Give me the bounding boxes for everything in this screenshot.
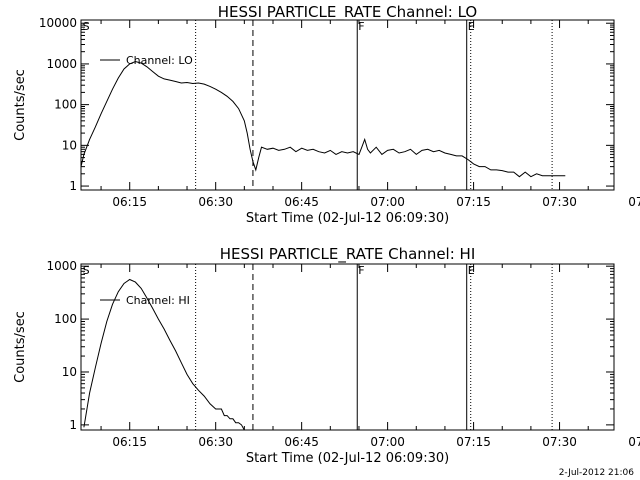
panel-1-x-tick-label: 06:30	[198, 195, 233, 209]
panel-1-legend-label: Channel: LO	[126, 54, 193, 67]
panel-2-x-tick-label: 07:15	[456, 435, 491, 449]
panel-2-x-tick-label: 06:30	[198, 435, 233, 449]
panel-2-legend-label: Channel: HI	[126, 294, 190, 307]
panel-1-x-tick-label: 07:30	[542, 195, 577, 209]
panel-1-y-tick-label: 10	[62, 138, 77, 152]
panel-2-event-marker-label: S	[83, 264, 90, 277]
panel-2-y-tick-label: 1000	[46, 259, 77, 273]
panel-2-y-axis-label: Counts/sec	[13, 311, 28, 383]
panel-2-y-tick-label: 1	[69, 418, 77, 432]
panel-1-plot-frame	[80, 19, 615, 191]
panel-2-x-tick-label: 07:30	[542, 435, 577, 449]
panel-2-chart-title: HESSI PARTICLE_RATE Channel: HI	[220, 245, 476, 264]
panel-2-x-tick-label: 06:15	[112, 435, 147, 449]
panel-2-plot-frame	[80, 263, 615, 431]
panel-1-x-tick-label: 07:45	[628, 195, 640, 209]
panel-1-x-tick-label: 06:45	[284, 195, 319, 209]
panel-2-x-tick-label: 07:00	[370, 435, 405, 449]
panel-2-y-tick-label: 10	[62, 365, 77, 379]
panel-1-y-axis-label: Counts/sec	[13, 69, 28, 141]
panel-1-chart-title: HESSI PARTICLE_RATE Channel: LO	[218, 3, 477, 22]
timestamp: 2-Jul-2012 21:06	[558, 468, 634, 478]
panel-1-x-tick-label: 06:15	[112, 195, 147, 209]
panel-1-event-marker-label: S	[83, 20, 90, 33]
panel-2-x-tick-label: 07:45	[628, 435, 640, 449]
panel-1-y-tick-label: 1000	[46, 57, 77, 71]
panel-1-x-tick-label: 07:15	[456, 195, 491, 209]
panel-2-x-tick-label: 06:45	[284, 435, 319, 449]
panel-1-x-tick-label: 07:00	[370, 195, 405, 209]
panel-1-y-tick-label: 100	[54, 98, 77, 112]
panel-1-data-series-line	[81, 60, 566, 178]
panel-1-y-tick-label: 10000	[39, 16, 77, 30]
panel-1-x-axis-label: Start Time (02-Jul-12 06:09:30)	[246, 211, 449, 226]
panel-2-event-marker-label: F	[358, 264, 364, 277]
panel-2-x-axis-label: Start Time (02-Jul-12 06:09:30)	[246, 451, 449, 466]
panel-2-y-tick-label: 100	[54, 312, 77, 326]
panel-1-event-marker-label: F	[358, 20, 364, 33]
panel-1-y-tick-label: 1	[69, 179, 77, 193]
